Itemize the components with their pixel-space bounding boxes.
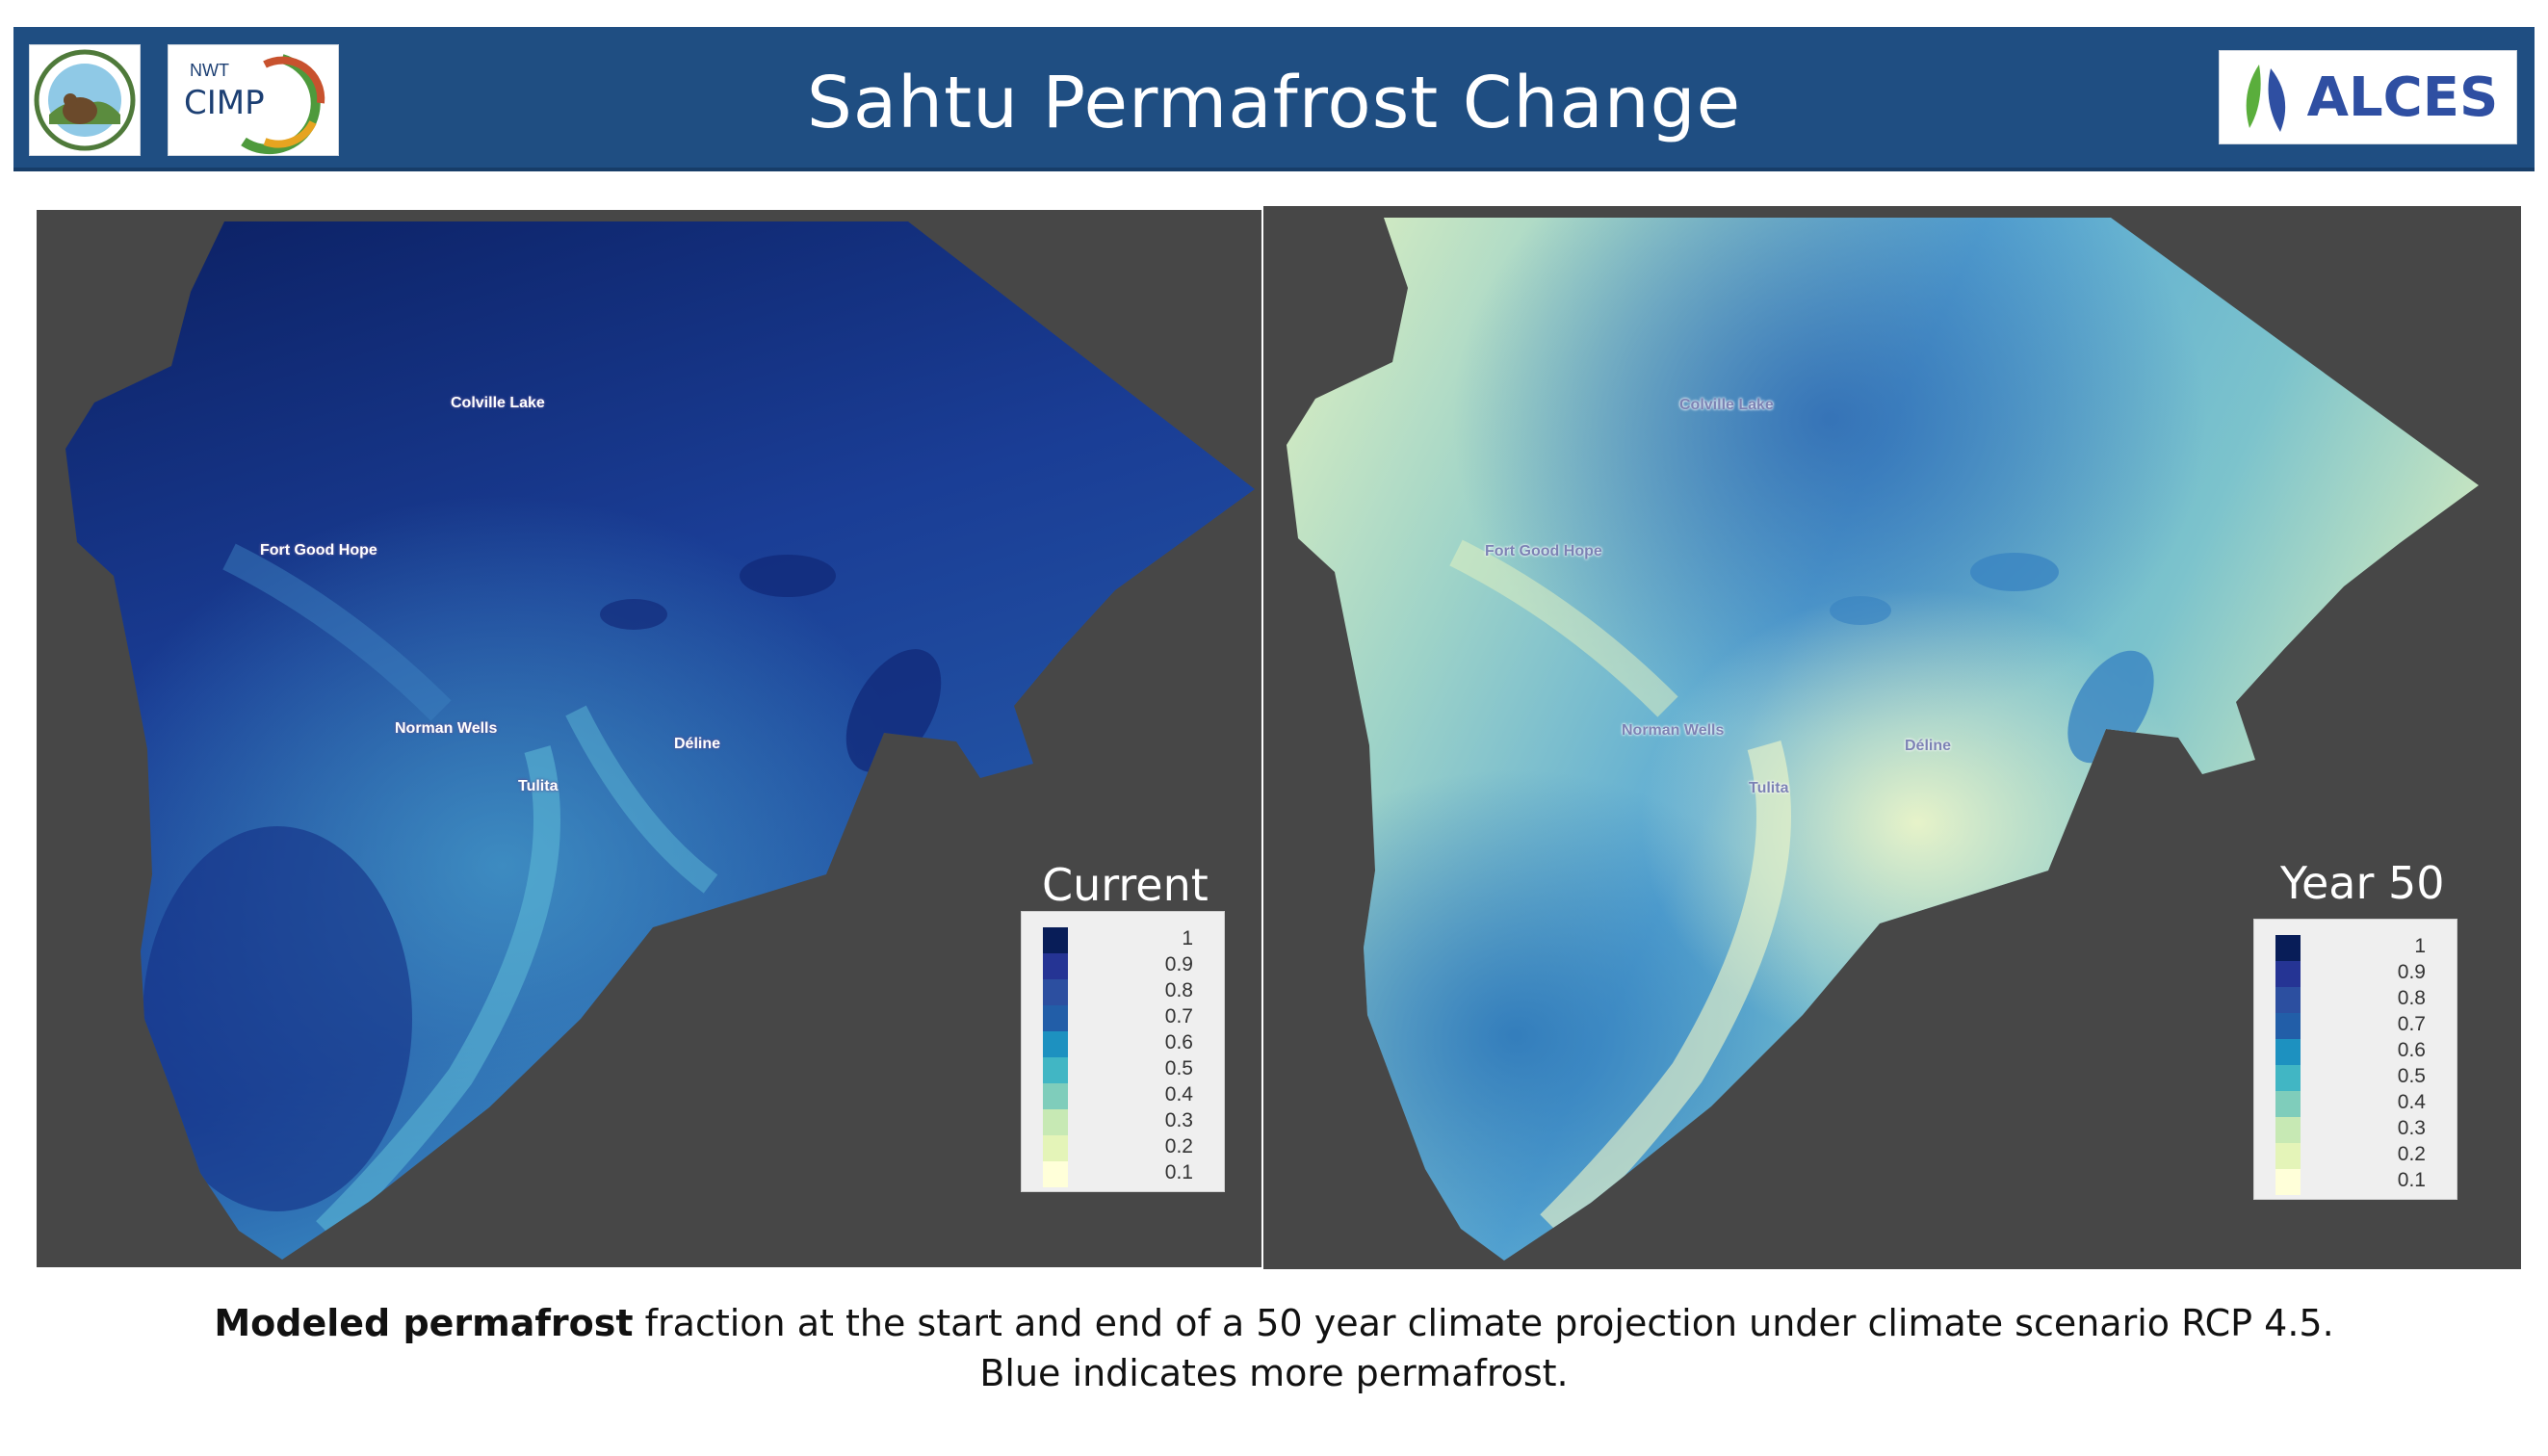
- alces-logo: ALCES: [2219, 50, 2517, 144]
- header-banner: NWT CIMP Sahtu Permafrost Change ALCES: [13, 27, 2535, 171]
- legend-label: 0.1: [2397, 1169, 2426, 1191]
- legend-label: 0.2: [2397, 1143, 2426, 1165]
- legend-year-50: 1 0.9 0.8 0.7 0.6 0.5 0.4 0.3 0.2 0.1: [2253, 919, 2457, 1200]
- town-label-deline: Déline: [1905, 738, 1952, 754]
- legend-swatch: [1043, 1005, 1068, 1031]
- legend-label: 1: [2414, 935, 2426, 957]
- map-panel-current: Colville Lake Fort Good Hope Norman Well…: [37, 210, 1261, 1267]
- caption-line-2: Blue indicates more permafrost.: [979, 1352, 1569, 1394]
- legend-swatch: [1043, 1161, 1068, 1187]
- nwt-label: NWT: [190, 61, 229, 80]
- legend-label: 0.7: [1164, 1005, 1193, 1027]
- legend-label: 0.9: [1164, 953, 1193, 975]
- cimp-label: CIMP: [184, 84, 265, 122]
- legend-swatch: [1043, 953, 1068, 979]
- legend-label: 0.5: [1164, 1057, 1193, 1079]
- legend-swatch: [2275, 1065, 2301, 1091]
- legend-label: 0.8: [2397, 987, 2426, 1009]
- cimp-swirl-icon: [241, 54, 325, 155]
- legend-swatch: [1043, 979, 1068, 1005]
- legend-label: 0.6: [1164, 1031, 1193, 1053]
- legend-swatch: [1043, 1083, 1068, 1109]
- legend-label: 0.8: [1164, 979, 1193, 1001]
- sahtu-seal-icon: [34, 49, 136, 151]
- legend-swatch: [1043, 1109, 1068, 1135]
- legend-label: 1: [1182, 927, 1193, 949]
- page-title: Sahtu Permafrost Change: [806, 62, 1742, 144]
- town-label-colville-lake: Colville Lake: [451, 395, 545, 411]
- legend-swatch: [1043, 1057, 1068, 1083]
- legend-current: 1 0.9 0.8 0.7 0.6 0.5 0.4 0.3 0.2 0.1: [1021, 911, 1225, 1192]
- legend-swatch: [1043, 927, 1068, 953]
- town-label-tulita: Tulita: [1749, 780, 1789, 796]
- legend-label: 0.6: [2397, 1039, 2426, 1061]
- legend-label: 0.7: [2397, 1013, 2426, 1035]
- legend-title-year-50: Year 50: [2280, 857, 2445, 909]
- leaf-icon: [2246, 65, 2285, 132]
- town-label-norman-wells: Norman Wells: [1622, 722, 1725, 739]
- legend-swatch: [2275, 1013, 2301, 1039]
- legend-label: 0.2: [1164, 1135, 1193, 1157]
- town-label-deline: Déline: [674, 736, 721, 752]
- legend-swatch: [2275, 1117, 2301, 1143]
- legend-label: 0.4: [1164, 1083, 1193, 1105]
- legend-swatch: [1043, 1135, 1068, 1161]
- legend-swatch: [2275, 1091, 2301, 1117]
- legend-label: 0.9: [2397, 961, 2426, 983]
- sahtu-board-logo: [29, 44, 141, 156]
- caption: Modeled permafrost fraction at the start…: [0, 1298, 2548, 1398]
- town-label-colville-lake: Colville Lake: [1679, 397, 1774, 413]
- legend-label: 0.4: [2397, 1091, 2426, 1113]
- town-label-tulita: Tulita: [518, 778, 559, 794]
- town-label-fort-good-hope: Fort Good Hope: [260, 542, 377, 559]
- nwt-cimp-logo: NWT CIMP: [168, 44, 339, 156]
- legend-swatch: [2275, 1169, 2301, 1195]
- legend-swatch: [2275, 1039, 2301, 1065]
- caption-line-1-text: fraction at the start and end of a 50 ye…: [633, 1302, 2334, 1344]
- legend-title-current: Current: [1042, 859, 1209, 911]
- legend-swatch: [1043, 1031, 1068, 1057]
- legend-label: 0.1: [1164, 1161, 1193, 1183]
- caption-line-1: Modeled permafrost fraction at the start…: [0, 1298, 2548, 1348]
- town-label-fort-good-hope: Fort Good Hope: [1485, 543, 1602, 559]
- legend-swatch: [2275, 935, 2301, 961]
- legend-label: 0.3: [2397, 1117, 2426, 1139]
- alces-label: ALCES: [2306, 65, 2499, 129]
- legend-swatch: [2275, 1143, 2301, 1169]
- legend-swatch: [2275, 961, 2301, 987]
- legend-label: 0.5: [2397, 1065, 2426, 1087]
- town-label-norman-wells: Norman Wells: [395, 720, 498, 737]
- legend-label: 0.3: [1164, 1109, 1193, 1131]
- caption-bold: Modeled permafrost: [214, 1302, 634, 1344]
- legend-swatch: [2275, 987, 2301, 1013]
- map-panel-year-50: Colville Lake Fort Good Hope Norman Well…: [1263, 206, 2521, 1269]
